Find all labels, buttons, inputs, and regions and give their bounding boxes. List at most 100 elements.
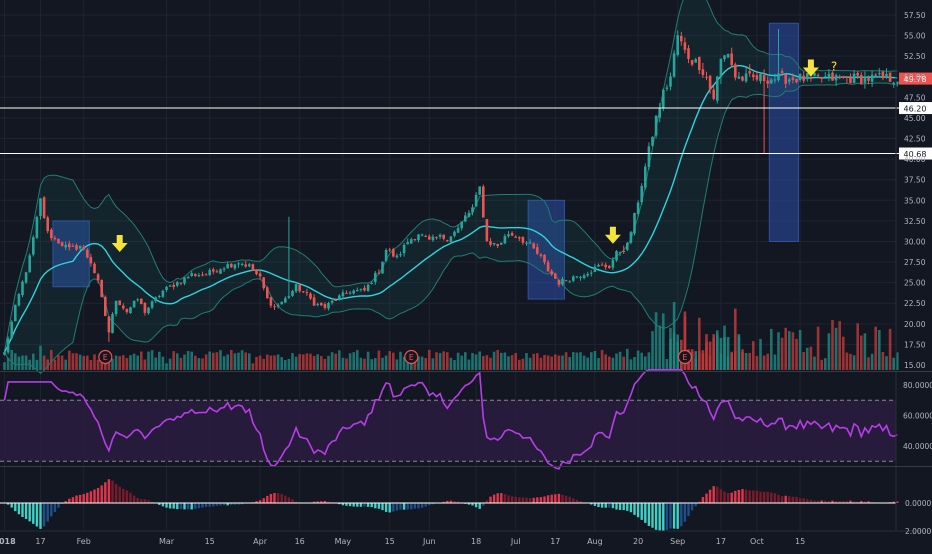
volume-bar: [892, 357, 895, 370]
macd-histogram-bar: [712, 486, 715, 503]
macd-histogram-bar: [593, 503, 597, 506]
macd-histogram-bar: [24, 503, 28, 520]
candle-body: [438, 234, 442, 237]
candle-body: [716, 76, 719, 101]
volume-bar: [478, 351, 481, 370]
volume-bar: [240, 350, 244, 370]
volume-bar-big-7: [694, 351, 697, 370]
macd-histogram-bar: [287, 497, 291, 503]
volume-bar: [392, 352, 395, 370]
candle-body: [276, 304, 280, 307]
volume-bar: [806, 347, 809, 370]
candle-body: [273, 306, 276, 308]
price-tick-label-15: 52.50: [904, 52, 926, 61]
time-tick-label-2: Feb: [77, 537, 91, 546]
macd-histogram-bar: [197, 503, 201, 509]
chart-markers: E E E?: [98, 59, 837, 365]
volume-bar: [143, 359, 147, 370]
rsi-panel: [3, 368, 898, 470]
macd-histogram-bar: [644, 503, 647, 523]
candle-body: [867, 78, 870, 81]
candle-body: [464, 215, 467, 222]
candle-body: [132, 300, 136, 308]
candle-body: [14, 304, 17, 322]
candle-body: [388, 249, 391, 251]
macd-histogram-bar: [708, 489, 712, 503]
candlesticks: [3, 29, 899, 356]
macd-histogram-bar: [568, 496, 571, 503]
volume-bar: [453, 359, 456, 370]
candle-body: [752, 74, 755, 78]
candle-body: [482, 186, 485, 218]
macd-histogram-bar: [687, 503, 690, 517]
volume-bar: [363, 358, 366, 370]
macd-histogram-bar: [640, 503, 643, 520]
candle-body: [291, 290, 294, 296]
volume-bar: [359, 357, 363, 370]
macd-histogram-bar: [773, 493, 777, 503]
volume-bar: [809, 346, 813, 370]
candle-body: [194, 273, 197, 276]
candle-body: [827, 73, 831, 78]
macd-histogram-bar: [276, 493, 280, 503]
candle-body: [806, 73, 809, 80]
candle-body: [856, 73, 859, 76]
candle-body: [802, 75, 805, 81]
macd-histogram-bar: [64, 501, 67, 503]
macd-histogram-bar: [374, 503, 377, 509]
candle-body: [651, 136, 654, 146]
volume-bar: [590, 352, 593, 370]
macd-histogram-bar: [539, 497, 543, 503]
candle-body: [489, 241, 492, 245]
volume-bar: [78, 354, 82, 370]
macd-histogram-bar: [176, 503, 179, 510]
volume-bar: [759, 338, 762, 370]
volume-bar-big-13: [716, 330, 719, 370]
macd-histogram-bar: [478, 503, 481, 509]
candle-body: [201, 274, 204, 276]
macd-histogram-bar: [752, 490, 755, 503]
volume-bar: [6, 357, 10, 370]
candle-body: [730, 53, 733, 66]
volume-bar: [46, 359, 49, 370]
macd-histogram-bar: [842, 501, 845, 503]
candle-body: [428, 236, 431, 240]
candle-body: [615, 251, 618, 261]
volume-bar: [165, 363, 168, 370]
macd-histogram-bar: [431, 503, 435, 505]
macd-histogram-bar: [17, 503, 21, 515]
candle-body: [572, 276, 575, 281]
candle-body: [435, 237, 438, 239]
volume-bar-big-19: [737, 334, 741, 370]
candle-body: [42, 197, 46, 218]
candle-body: [150, 301, 154, 308]
macd-histogram-bar: [359, 503, 363, 507]
candle-body: [766, 80, 769, 84]
macd-histogram-bar: [366, 503, 370, 507]
macd-histogram-bar: [230, 503, 233, 505]
macd-histogram-bar: [716, 486, 719, 503]
volume-bar: [467, 359, 471, 370]
volume-bar: [147, 351, 150, 370]
macd-histogram-bar: [618, 503, 622, 510]
candle-body: [305, 292, 309, 294]
macd-histogram-bar: [100, 485, 103, 503]
candle-body: [824, 76, 827, 78]
candle-body: [399, 254, 402, 256]
candle-body: [453, 231, 456, 236]
volume-bar: [179, 357, 183, 370]
candle-body: [813, 72, 816, 76]
candle-body: [302, 291, 305, 293]
time-tick-label-7: May: [335, 537, 352, 546]
macd-histogram-bar: [172, 503, 175, 509]
candle-body: [28, 255, 31, 273]
macd-histogram-bar: [165, 503, 168, 508]
volume-bar: [510, 355, 514, 370]
candle-body: [863, 76, 867, 83]
macd-histogram-bar: [561, 494, 564, 503]
macd-histogram-bar: [863, 501, 867, 503]
candle-body: [410, 239, 413, 244]
macd-histogram-bar: [669, 503, 672, 529]
candle-body: [82, 246, 85, 250]
volume-bar: [226, 354, 229, 370]
